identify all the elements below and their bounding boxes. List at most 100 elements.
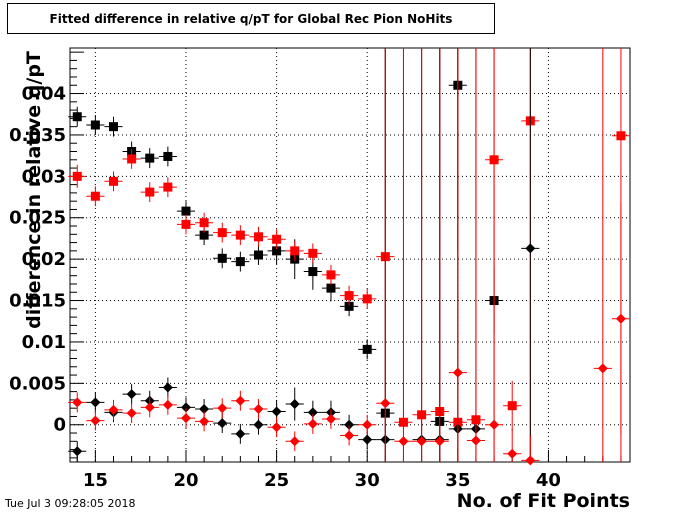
data-point-diamond	[344, 419, 355, 430]
data-point-diamond	[416, 436, 427, 447]
y-tick-label: 0.01	[22, 332, 66, 353]
data-point-square	[163, 151, 173, 161]
data-point-diamond	[271, 422, 282, 433]
data-point-diamond	[615, 313, 626, 324]
data-point-diamond	[398, 436, 409, 447]
data-point-diamond	[525, 455, 536, 466]
data-point-diamond	[325, 413, 336, 424]
data-point-square	[199, 230, 209, 240]
data-point-diamond	[162, 382, 173, 393]
data-point-square	[344, 291, 354, 301]
data-point-diamond	[199, 404, 210, 415]
data-point-square	[181, 219, 191, 229]
data-point-square	[199, 218, 209, 228]
data-point-diamond	[90, 415, 101, 426]
axes	[69, 47, 631, 463]
data-point-diamond	[235, 395, 246, 406]
data-point-diamond	[199, 416, 210, 427]
data-point-diamond	[253, 419, 264, 430]
data-point-square	[90, 191, 100, 201]
data-point-diamond	[489, 419, 500, 430]
data-point-square	[72, 171, 82, 181]
data-point-square	[616, 131, 626, 141]
data-point-diamond	[126, 408, 137, 419]
data-point-square	[362, 344, 372, 354]
data-point-square	[217, 228, 227, 238]
data-point-diamond	[452, 367, 463, 378]
data-point-diamond	[307, 418, 318, 429]
data-point-square	[308, 267, 318, 277]
chart-title: Fitted difference in relative q/pT for G…	[7, 3, 495, 34]
x-axis-label: No. of Fit Points	[456, 490, 630, 512]
x-tick-label: 15	[83, 470, 108, 491]
data-point-square	[344, 301, 354, 311]
y-tick-label: 0.035	[9, 125, 66, 146]
y-tick-label: 0.025	[9, 208, 66, 229]
data-point-square	[362, 294, 372, 304]
data-point-diamond	[362, 419, 373, 430]
data-point-diamond	[507, 448, 518, 459]
data-point-square	[235, 230, 245, 240]
tick-labels: 15 20 25 30 35 40 0 0.005 0.01 0.015 0.02 0.025 0.03…	[9, 84, 561, 491]
x-tick-label: 40	[536, 470, 561, 491]
y-tick-label: 0.02	[22, 249, 66, 270]
data-point-diamond	[180, 413, 191, 424]
data-point-square	[72, 112, 82, 122]
data-point-square	[108, 176, 118, 186]
data-point-square	[145, 153, 155, 163]
data-point-square	[217, 253, 227, 263]
data-point-diamond	[144, 402, 155, 413]
x-tick-label: 35	[445, 470, 470, 491]
data-point-square	[163, 182, 173, 192]
data-point-diamond	[108, 404, 119, 415]
x-tick-label: 30	[355, 470, 380, 491]
plot-frame	[69, 47, 631, 463]
data-point-diamond	[597, 363, 608, 374]
data-point-square	[90, 120, 100, 130]
data-point-square	[235, 257, 245, 267]
data-point-diamond	[162, 399, 173, 410]
data-point-diamond	[289, 436, 300, 447]
data-point-diamond	[72, 446, 83, 457]
data-point-diamond	[380, 398, 391, 409]
datestamp: Tue Jul 3 09:28:05 2018	[5, 497, 136, 510]
plot-border	[69, 47, 631, 463]
data-point-diamond	[217, 403, 228, 414]
data-point-diamond	[434, 436, 445, 447]
data-point-diamond	[525, 243, 536, 254]
data-point-square	[127, 154, 137, 164]
y-tick-label: 0	[53, 415, 66, 436]
data-point-diamond	[362, 434, 373, 445]
data-point-square	[253, 250, 263, 260]
x-tick-label: 20	[173, 470, 198, 491]
data-point-diamond	[289, 399, 300, 410]
y-axis-label: difference in relative q/pT	[23, 51, 45, 329]
data-point-square	[181, 206, 191, 216]
data-point-diamond	[217, 418, 228, 429]
data-point-square	[253, 232, 263, 242]
data-point-square	[308, 248, 318, 258]
y-tick-label: 0.03	[22, 166, 66, 187]
data-point-diamond	[72, 397, 83, 408]
series-group	[68, 48, 630, 466]
data-point-diamond	[307, 407, 318, 418]
y-tick-label: 0.005	[9, 373, 66, 394]
y-tick-label: 0.04	[22, 84, 66, 105]
data-point-diamond	[344, 430, 355, 441]
data-point-diamond	[90, 397, 101, 408]
data-point-square	[272, 234, 282, 244]
data-point-square	[145, 187, 155, 197]
data-point-diamond	[180, 402, 191, 413]
data-point-square	[272, 246, 282, 256]
data-point-square	[326, 270, 336, 280]
data-point-diamond	[126, 389, 137, 400]
data-point-square	[108, 122, 118, 132]
data-point-square	[507, 401, 517, 411]
data-point-diamond	[470, 435, 481, 446]
data-point-diamond	[271, 406, 282, 417]
y-tick-label: 0.015	[9, 291, 66, 312]
data-point-diamond	[253, 404, 264, 415]
data-point-square	[326, 283, 336, 293]
data-point-diamond	[235, 428, 246, 439]
